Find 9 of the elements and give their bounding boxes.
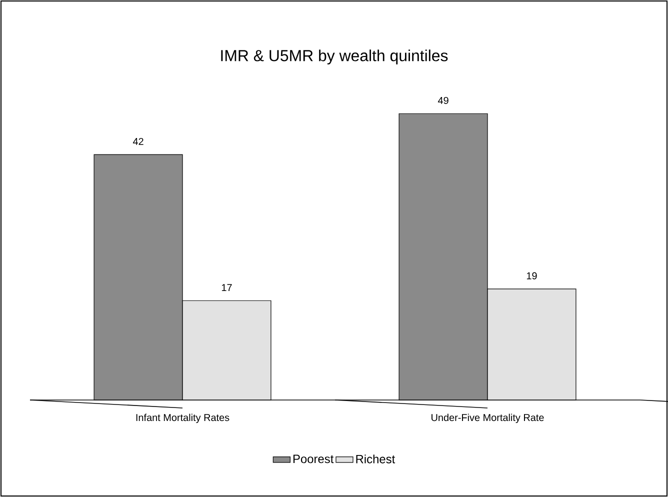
chart-title: IMR & U5MR by wealth quintiles <box>221 50 448 64</box>
data-label: 42 <box>132 138 144 145</box>
x-tick-label: Infant Mortality Rates <box>136 414 230 424</box>
legend-label: Richest <box>356 454 396 464</box>
legend-label: Poorest <box>293 454 334 464</box>
data-label: 17 <box>222 284 232 292</box>
x-tick-label: Under-Five Mortality Rate <box>432 414 544 424</box>
data-label: 19 <box>526 272 537 280</box>
data-label: 49 <box>438 96 448 104</box>
